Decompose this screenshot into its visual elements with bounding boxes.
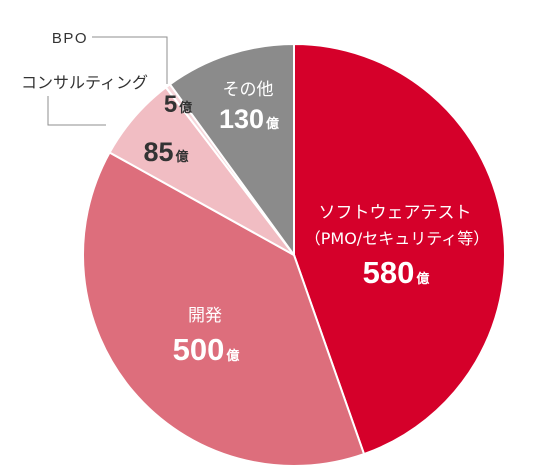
- pie-slices: [81, 43, 506, 468]
- slice-development: [81, 151, 366, 468]
- value-label-consulting: 85 億: [143, 137, 188, 167]
- slice-label-software-test: ソフトウェアテスト: [319, 203, 472, 223]
- value-unit-software-test: 億: [416, 271, 429, 287]
- bpo-leader-line: [92, 36, 168, 84]
- value-label-other: 130 億: [219, 104, 279, 134]
- value-number-consulting: 85: [143, 137, 173, 167]
- value-number-development: 500: [173, 332, 225, 367]
- value-unit-consulting: 億: [176, 149, 189, 165]
- value-number-software-test: 580: [363, 255, 415, 290]
- slice-other: [168, 43, 295, 256]
- slice-label-bpo: BPO: [52, 30, 88, 47]
- slice-software-test: [293, 43, 506, 456]
- value-unit-other: 億: [266, 116, 279, 132]
- value-label-development: 500 億: [173, 332, 240, 367]
- value-number-other: 130: [219, 104, 264, 134]
- consulting-leader-line: [47, 96, 106, 126]
- value-number-bpo: 5: [164, 91, 177, 118]
- slice-label-consulting: コンサルティング: [21, 73, 148, 92]
- slice-label-development: 開発: [188, 306, 222, 326]
- value-unit-bpo: 億: [179, 100, 192, 116]
- value-unit-development: 億: [226, 348, 239, 364]
- slice-label-other: その他: [223, 80, 274, 100]
- value-label-software-test: 580 億: [363, 255, 430, 290]
- slice-sublabel-software-test: （PMO/セキュリティ等）: [305, 229, 489, 248]
